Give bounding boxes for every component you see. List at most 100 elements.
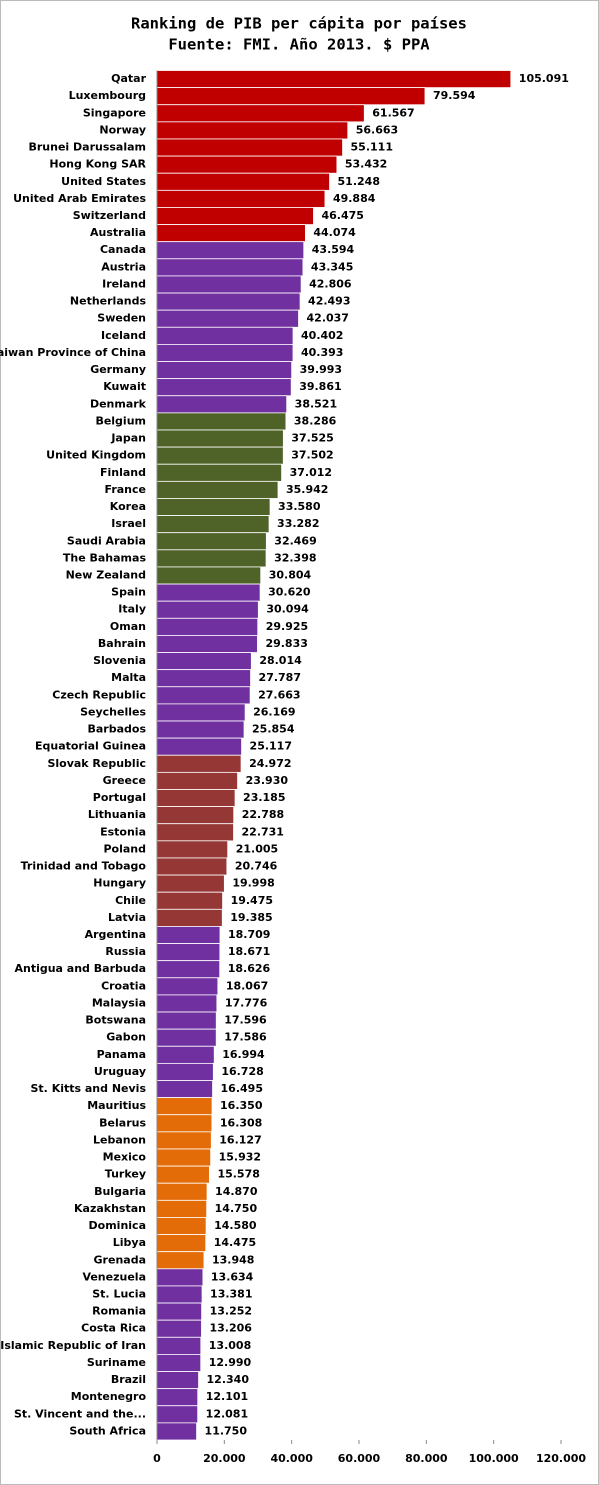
value-label: 18.626 <box>228 962 271 975</box>
y-tick-label: Panama <box>97 1048 146 1061</box>
bar <box>156 395 288 414</box>
bar <box>156 292 301 311</box>
bar <box>156 754 242 773</box>
bar <box>156 532 267 551</box>
y-tick-label: Trinidad and Tobago <box>21 860 147 873</box>
bar <box>156 789 236 808</box>
bar <box>156 652 252 671</box>
y-tick-label: Slovenia <box>93 654 146 667</box>
value-label: 44.074 <box>313 226 356 239</box>
y-tick-label: Costa Rica <box>81 1322 146 1335</box>
value-label: 35.942 <box>286 483 328 496</box>
bar <box>156 600 259 619</box>
value-label: 43.345 <box>311 260 353 273</box>
bar <box>156 857 228 876</box>
y-tick-label: Botswana <box>85 1014 146 1027</box>
value-label: 29.925 <box>266 620 308 633</box>
y-tick-label: New Zealand <box>66 569 146 582</box>
bar <box>156 498 271 516</box>
value-label: 61.567 <box>372 106 414 119</box>
y-tick-label: Czech Republic <box>52 688 146 701</box>
y-tick-label: Uruguay <box>94 1065 146 1078</box>
y-tick-label: Bahrain <box>98 637 146 650</box>
value-label: 25.854 <box>252 723 295 736</box>
bar <box>156 87 426 106</box>
bar <box>156 566 262 585</box>
y-tick-label: United Kingdom <box>46 449 146 462</box>
value-label: 18.671 <box>228 945 270 958</box>
value-label: 49.884 <box>333 192 376 205</box>
value-label: 24.972 <box>249 757 291 770</box>
bar <box>156 549 267 568</box>
value-label: 13.948 <box>212 1253 254 1266</box>
y-tick-label: St. Vincent and the... <box>14 1407 146 1420</box>
bar <box>156 1319 202 1338</box>
value-label: 18.709 <box>228 928 270 941</box>
y-tick-label: Kazakhstan <box>74 1202 146 1215</box>
value-label: 25.117 <box>250 740 292 753</box>
value-label: 42.037 <box>307 312 349 325</box>
bar <box>156 463 283 482</box>
bar <box>156 309 299 328</box>
value-label: 16.728 <box>221 1065 263 1078</box>
bar <box>156 1114 213 1133</box>
bar <box>156 378 292 397</box>
y-tick-label: Hong Kong SAR <box>49 158 146 171</box>
x-tick-label: 100.000 <box>469 1452 519 1465</box>
y-tick-label: Lebanon <box>93 1133 146 1146</box>
value-label: 37.502 <box>291 449 333 462</box>
bar <box>156 926 221 944</box>
bar <box>156 446 284 465</box>
bar <box>156 1131 212 1150</box>
y-tick-label: Russia <box>105 945 146 958</box>
y-tick-label: Islamic Republic of Iran <box>0 1339 146 1352</box>
y-tick-label: Austria <box>101 260 146 273</box>
bar <box>156 1080 213 1099</box>
y-tick-label: South Africa <box>69 1424 146 1437</box>
y-tick-label: Oman <box>110 620 146 633</box>
y-tick-label: Greece <box>103 774 146 787</box>
y-tick-label: Netherlands <box>70 295 147 308</box>
y-tick-label: Switzerland <box>73 209 146 222</box>
y-tick-label: Turkey <box>105 1168 146 1181</box>
y-tick-label: Japan <box>110 432 146 445</box>
bar <box>156 908 223 927</box>
value-label: 19.385 <box>230 911 272 924</box>
y-tick-label: Latvia <box>108 911 146 924</box>
y-tick-label: Brunei Darussalam <box>28 141 146 154</box>
y-tick-label: Israel <box>111 517 146 530</box>
value-label: 22.788 <box>242 808 284 821</box>
value-label: 16.994 <box>222 1048 265 1061</box>
y-tick-label: Brazil <box>111 1373 146 1386</box>
y-tick-label: Belgium <box>95 414 146 427</box>
y-tick-label: France <box>105 483 146 496</box>
bar <box>156 189 326 208</box>
bar <box>156 343 294 362</box>
y-tick-label: Germany <box>90 363 146 376</box>
value-label: 14.475 <box>214 1236 256 1249</box>
value-label: 14.870 <box>215 1185 258 1198</box>
bar <box>156 1371 199 1390</box>
bar <box>156 429 284 448</box>
bar <box>156 1336 202 1355</box>
y-tick-label: Venezuela <box>82 1270 146 1283</box>
value-label: 15.932 <box>219 1151 261 1164</box>
value-label: 19.998 <box>232 877 274 890</box>
value-label: 29.833 <box>265 637 307 650</box>
value-label: 16.308 <box>220 1116 262 1129</box>
value-label: 21.005 <box>236 842 278 855</box>
value-label: 32.469 <box>274 534 316 547</box>
bar <box>156 121 349 140</box>
value-label: 55.111 <box>351 141 393 154</box>
bar <box>156 703 246 722</box>
bar <box>156 104 365 123</box>
value-label: 11.750 <box>205 1424 248 1437</box>
bar <box>156 480 279 499</box>
value-label: 39.861 <box>299 380 341 393</box>
value-label: 105.091 <box>519 72 569 85</box>
bar <box>156 155 338 174</box>
value-label: 14.750 <box>215 1202 258 1215</box>
value-label: 13.252 <box>210 1305 252 1318</box>
y-tick-label: Qatar <box>111 72 146 85</box>
x-tick-label: 40.000 <box>270 1452 313 1465</box>
